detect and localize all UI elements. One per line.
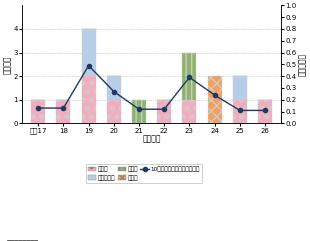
Bar [132, 100, 146, 123]
Text: 資料）国土交通省: 資料）国土交通省 [6, 239, 38, 241]
Bar [157, 100, 171, 123]
Bar [208, 76, 222, 123]
Bar [233, 100, 247, 123]
Bar [31, 100, 45, 123]
Bar [107, 100, 121, 123]
Bar [183, 100, 196, 123]
Bar [258, 100, 272, 123]
Bar [107, 76, 121, 100]
Y-axis label: （発生率）: （発生率） [298, 53, 307, 76]
Bar [82, 76, 95, 123]
Legend: 乱気流, 機材不具合, 操縦士, 調査中, 10万出発回数当たり事故件数: 乱気流, 機材不具合, 操縦士, 調査中, 10万出発回数当たり事故件数 [86, 164, 202, 183]
Bar [82, 29, 95, 76]
Y-axis label: （件数）: （件数） [3, 55, 12, 74]
Bar [233, 76, 247, 100]
X-axis label: （年度）: （年度） [142, 134, 161, 143]
Bar [183, 53, 196, 100]
Bar [56, 100, 70, 123]
